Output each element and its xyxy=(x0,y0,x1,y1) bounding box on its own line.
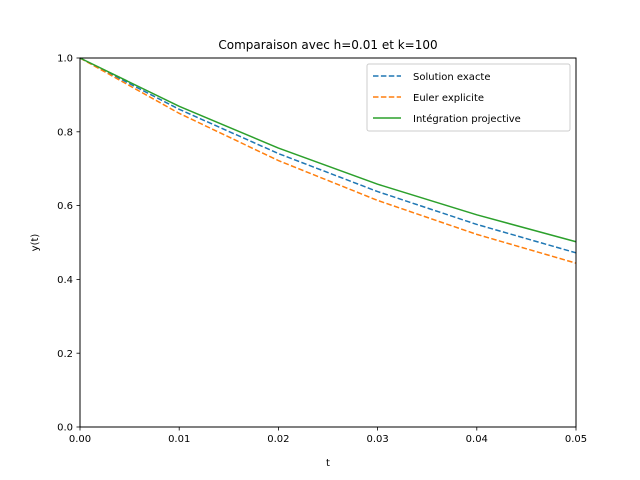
series-line xyxy=(79,57,577,254)
x-axis-label: t xyxy=(326,458,330,469)
x-tick-label: 0.01 xyxy=(168,434,190,445)
x-tick-label: 0.02 xyxy=(267,434,289,445)
chart-title: Comparaison avec h=0.01 et k=100 xyxy=(218,38,437,52)
x-tick-label: 0.04 xyxy=(466,434,488,445)
y-tick-label: 0.2 xyxy=(57,349,73,360)
y-tick-label: 0.4 xyxy=(57,275,73,286)
y-tick-label: 1.0 xyxy=(57,54,73,65)
legend-label: Euler explicite xyxy=(413,93,484,104)
plot-frame xyxy=(79,57,577,428)
series-lines xyxy=(79,57,577,264)
legend-box xyxy=(366,63,571,132)
x-axis-ticks: 0.00 0.01 0.02 0.03 0.04 0.05 xyxy=(69,427,587,445)
y-tick-label: 0.6 xyxy=(57,201,73,212)
legend-label: Intégration projective xyxy=(413,113,521,125)
y-axis-ticks: 0.0 0.2 0.4 0.6 0.8 1.0 xyxy=(57,54,80,434)
series-line xyxy=(79,57,577,243)
y-axis-label: y(t) xyxy=(30,234,41,252)
legend: Solution exacte Euler explicite Intégratio… xyxy=(366,63,571,132)
x-tick-label: 0.05 xyxy=(565,434,587,445)
series-line xyxy=(79,57,577,264)
y-tick-label: 0.8 xyxy=(57,127,73,138)
legend-label: Solution exacte xyxy=(413,72,491,83)
x-tick-label: 0.03 xyxy=(366,434,388,445)
x-tick-label: 0.00 xyxy=(69,434,91,445)
y-tick-label: 0.0 xyxy=(57,423,73,434)
